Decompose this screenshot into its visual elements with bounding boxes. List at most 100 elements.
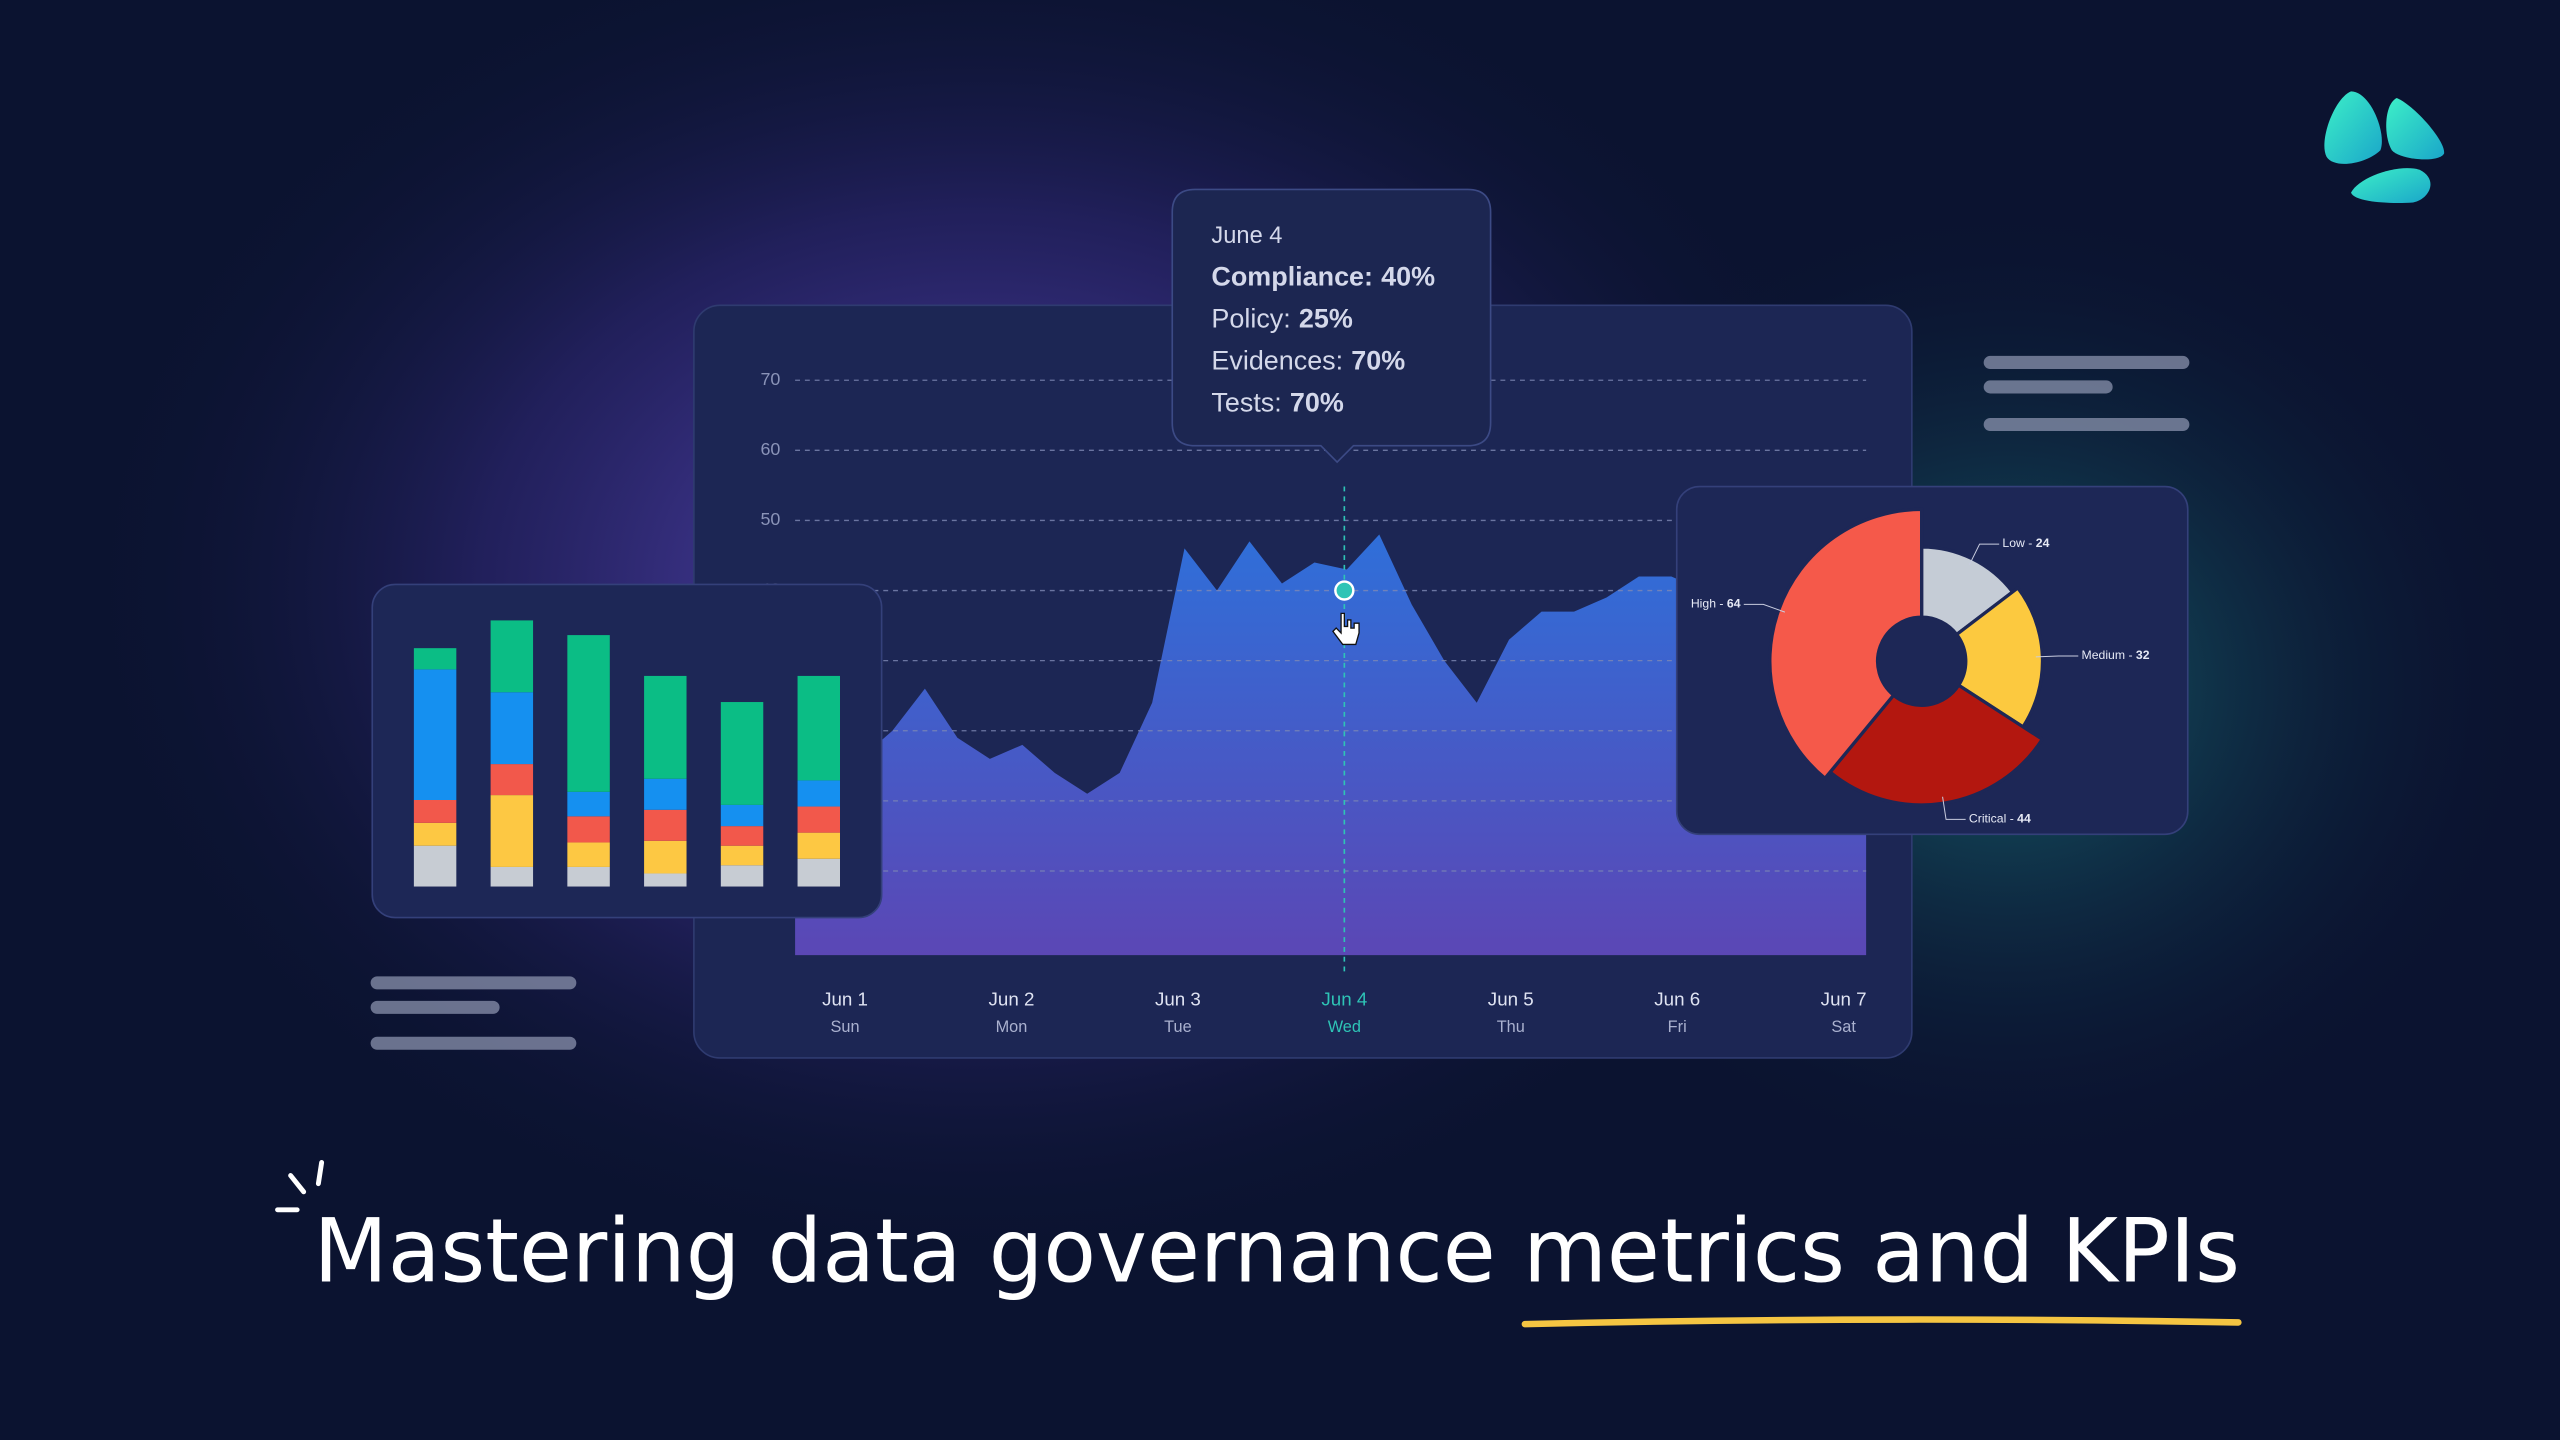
x-tick-sublabel: Wed [1328,1018,1361,1036]
logo-blade [2351,168,2431,204]
y-tick-label: 70 [760,369,780,389]
slice-label: Critical - 44 [1969,812,2031,826]
tooltip: June 4 Compliance: 40% Policy: 25% Evidences… [1171,188,1492,464]
placeholder-lines [370,355,2190,1050]
bar-segment [413,669,457,800]
tooltip-value: 25% [1299,304,1353,334]
bar-segment [720,804,764,827]
bar-segment [797,675,840,781]
bar-segment [567,866,610,887]
slice-category: High [1691,597,1716,611]
slice-label: Medium - 32 [2082,648,2150,662]
tooltip-row: Tests: 70% [1211,388,1343,418]
slice-value: 44 [2017,812,2031,826]
tooltip-value: 70% [1290,388,1344,418]
bar-segment [720,845,764,866]
bar-segment [490,620,534,693]
leader-line [1743,603,1786,613]
y-tick-label: 50 [760,509,780,529]
slice-category: Medium [2082,648,2126,662]
bar-segment [490,692,534,765]
x-tick-label: Jun 7 [1821,989,1867,1010]
bar-segment [797,780,840,807]
tooltip-row: Evidences: 70% [1211,346,1405,376]
bar-segment [797,832,840,859]
tooltip-label: Policy: [1211,304,1290,334]
x-tick-label: Jun 4 [1321,989,1367,1010]
area [795,534,1867,956]
tooltip-box [1171,188,1492,464]
slice-label: Low - 24 [2002,536,2049,550]
bar-segment [413,648,457,670]
bar-segment [720,702,764,805]
bar-segment [644,840,687,874]
bar-segment [567,635,610,792]
cursor [1332,612,1360,646]
slice-category: Low [2002,536,2025,550]
x-tick-label: Jun 5 [1488,989,1534,1010]
logo-blade [2324,91,2382,164]
tooltip-title: June 4 [1211,223,1282,249]
tooltip-value: 70% [1351,346,1405,376]
slice-label: High - 64 [1691,597,1741,611]
tooltip-label: Compliance: [1211,262,1373,292]
bar-segment [644,809,687,841]
tooltip-label: Tests: [1211,388,1281,418]
logo-blade [2386,97,2445,160]
highlight-point [1334,580,1355,601]
stacked-bar-chart [413,620,840,887]
slice-separator: - [2006,812,2017,826]
leader-line [2035,655,2079,658]
logo [2324,91,2445,204]
x-tick-label: Jun 2 [989,989,1035,1010]
donut-hole [1877,617,1966,706]
bar-segment [720,865,764,887]
x-tick-label: Jun 1 [822,989,868,1010]
leader-line [1942,796,1966,820]
x-tick-sublabel: Sat [1831,1018,1856,1036]
bar-segment [644,778,687,810]
x-tick-sublabel: Tue [1164,1018,1192,1036]
x-tick-label: Jun 6 [1654,989,1700,1010]
x-tick-sublabel: Fri [1668,1018,1687,1036]
sparkle [275,1160,325,1213]
slice-value: 24 [2036,536,2050,550]
bar-segment [644,675,687,779]
bar-segment [413,845,457,887]
x-tick-sublabel: Thu [1497,1018,1525,1036]
tooltip-row: Policy: 25% [1211,304,1352,334]
bar-segment [797,806,840,833]
title-underline [1521,1316,2242,1328]
bar-segment [413,800,457,823]
slice-separator: - [2025,536,2036,550]
bar-segment [644,873,687,887]
sparkle-stroke [288,1173,307,1195]
slice-separator: - [1716,597,1727,611]
bar-segment [567,842,610,867]
slice-separator: - [2125,648,2136,662]
slice-value: 64 [1727,597,1741,611]
sparkle-stroke [315,1160,325,1187]
bar-segment [720,826,764,846]
tooltip-value: 40% [1381,262,1435,292]
slice-category: Critical [1969,812,2006,826]
page-title: Mastering data governance metrics and KP… [313,1200,2240,1303]
donut-chart: Low - 24 Medium - 32 Critical - 44 High - 6… [1691,507,2150,826]
bar-segment [490,795,534,867]
x-tick-sublabel: Mon [996,1018,1028,1036]
x-tick-label: Jun 3 [1155,989,1201,1010]
tooltip-label: Evidences: [1211,346,1343,376]
slice-value: 32 [2136,648,2150,662]
bar-segment [490,764,534,796]
bar-segment [567,816,610,843]
leader-line [1969,543,2000,565]
bar-segment [413,822,457,846]
y-tick-label: 60 [760,439,780,459]
tooltip-row: Compliance: 40% [1211,262,1435,292]
bar-segment [490,866,534,887]
bar-segment [567,791,610,817]
bar-segment [797,858,840,887]
x-tick-sublabel: Sun [831,1018,860,1036]
